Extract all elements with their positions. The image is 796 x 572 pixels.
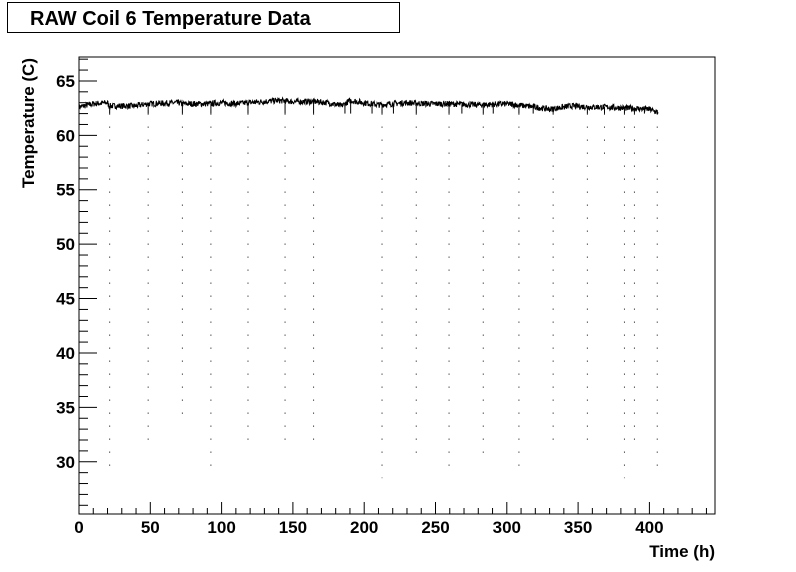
x-tick-label: 400 — [635, 518, 663, 537]
x-tick-label: 0 — [74, 518, 83, 537]
chart-title: RAW Coil 6 Temperature Data — [30, 8, 311, 30]
y-tick-label: 60 — [56, 126, 75, 145]
y-tick-label: 30 — [56, 453, 75, 472]
y-tick-label: 40 — [56, 344, 75, 363]
y-axis-label: Temperature (C) — [19, 58, 38, 188]
series-temperature — [78, 96, 659, 479]
y-tick-label: 55 — [56, 181, 75, 200]
x-tick-label: 50 — [141, 518, 160, 537]
x-tick-label: 100 — [207, 518, 235, 537]
x-tick-label: 350 — [564, 518, 592, 537]
x-axis: 0 50 100 150 200 250 300 350 400 — [74, 502, 707, 537]
series-baseline-line — [78, 96, 659, 115]
x-axis-label: Time (h) — [649, 542, 715, 561]
plot-frame — [78, 56, 716, 515]
x-tick-label: 150 — [279, 518, 307, 537]
y-tick-label: 35 — [56, 398, 75, 417]
chart-title-box: RAW Coil 6 Temperature Data — [7, 2, 400, 33]
x-tick-label: 200 — [350, 518, 378, 537]
y-tick-label: 50 — [56, 235, 75, 254]
y-tick-label: 65 — [56, 72, 75, 91]
x-tick-label: 250 — [421, 518, 449, 537]
y-axis: 30 35 40 45 50 55 60 65 — [56, 58, 97, 506]
y-tick-label: 45 — [56, 290, 75, 309]
x-tick-label: 300 — [493, 518, 521, 537]
